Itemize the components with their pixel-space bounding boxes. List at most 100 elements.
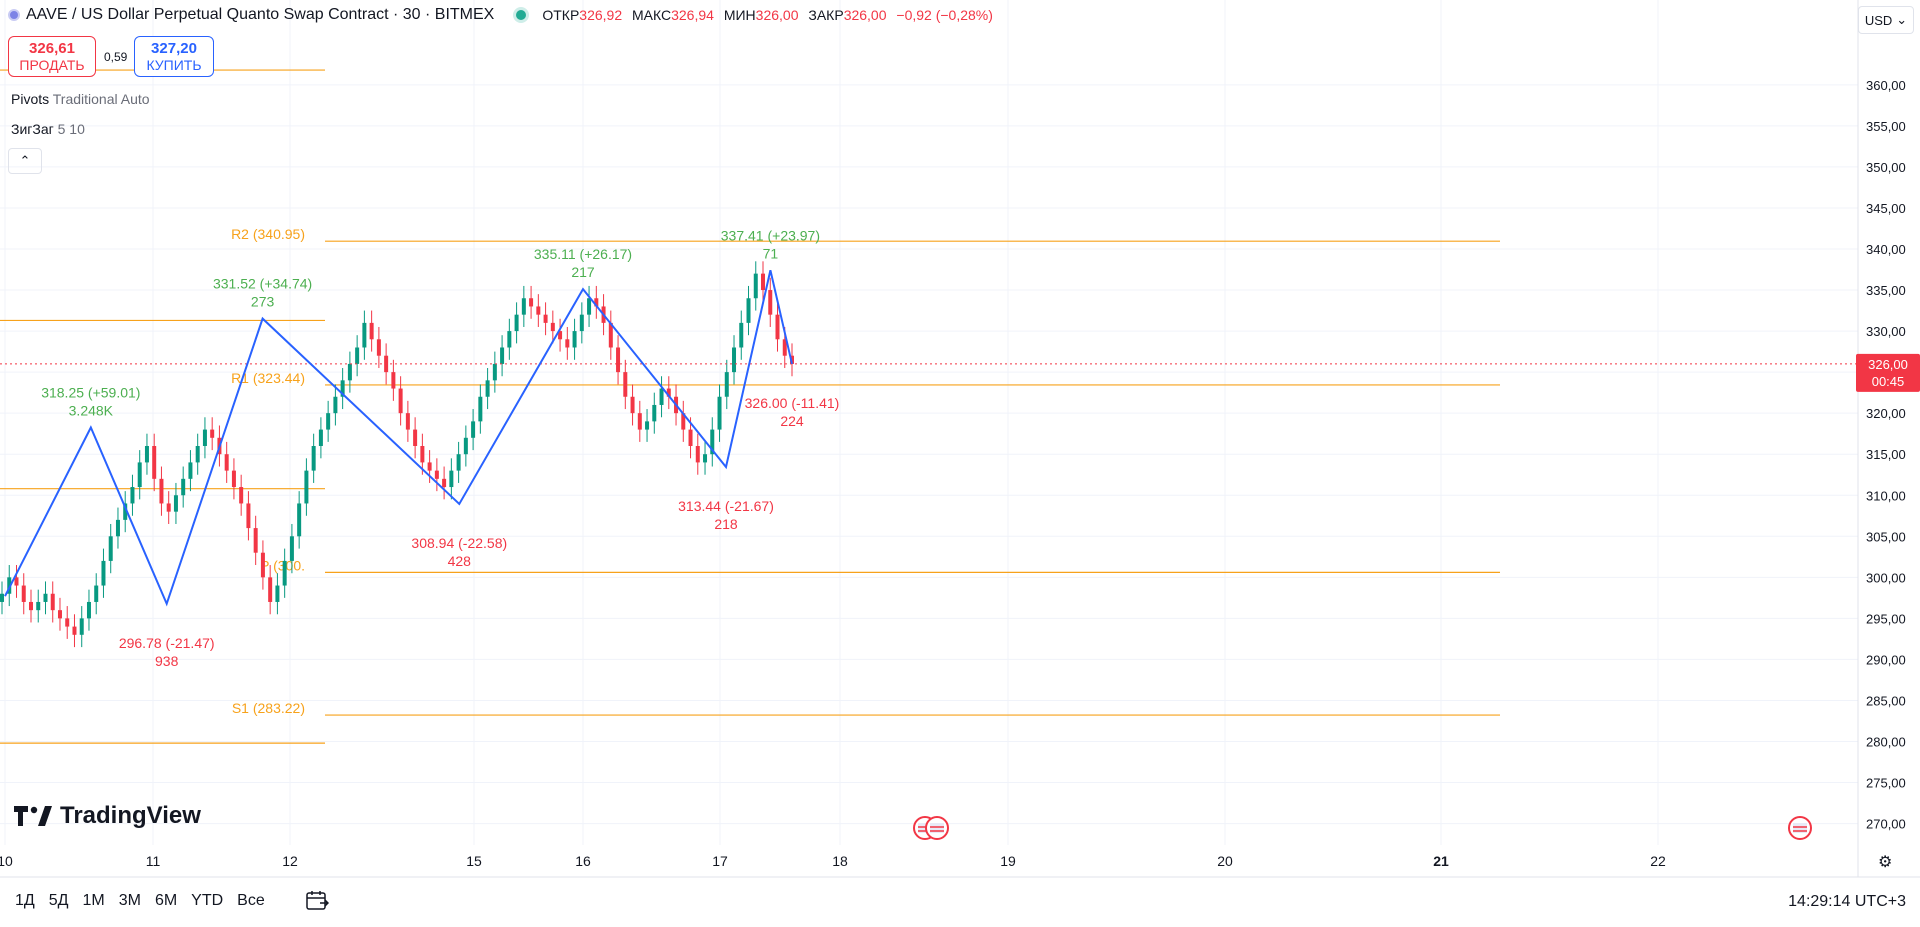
zigzag-volume-label: 71 [763, 245, 779, 261]
candle-body [202, 429, 207, 446]
candle-body [289, 536, 294, 561]
candle-body [543, 314, 548, 323]
candle-body [659, 388, 664, 405]
period-button-5[interactable]: YTD [191, 892, 224, 909]
symbol-title[interactable]: AAVE / US Dollar Perpetual Quanto Swap C… [26, 6, 495, 23]
candle-body [587, 298, 592, 315]
period-button-2[interactable]: 1М [82, 892, 105, 909]
grid [0, 0, 1858, 845]
clock-timezone[interactable]: 14:29:14 UTC+3 [1788, 893, 1906, 910]
market-status-icon[interactable] [516, 10, 527, 20]
zigzag-pivot-label: 296.78 (-21.47) [119, 635, 215, 651]
period-button-0[interactable]: 1Д [15, 892, 35, 909]
period-button-6[interactable]: Все [237, 892, 265, 909]
indicator-zigzag-name: ЗигЗаг [11, 121, 54, 137]
candle-body [369, 322, 374, 340]
indicator-zigzag[interactable]: ЗигЗаг 5 10 [11, 121, 85, 137]
candle-body [224, 454, 229, 471]
y-tick-label: 320,00 [1866, 406, 1906, 421]
candle-body [173, 495, 178, 512]
y-tick-label: 285,00 [1866, 693, 1906, 708]
candle-body [514, 314, 519, 332]
candle-body [304, 470, 309, 504]
period-button-1[interactable]: 5Д [48, 892, 69, 909]
tradingview-logo[interactable]: TradingView [14, 802, 201, 830]
x-tick-label: 16 [575, 853, 591, 869]
candle-body [449, 470, 454, 488]
period-selector: 1Д 5Д 1М 3М 6М YTD Все [10, 889, 270, 913]
candle-body [376, 339, 381, 356]
flag-icon [1793, 823, 1807, 833]
candle-body [268, 577, 273, 602]
candle-body [123, 503, 128, 520]
x-tick-label: 18 [832, 853, 848, 869]
candle-body [0, 593, 4, 602]
x-tick-label: 20 [1217, 853, 1233, 869]
bottom-toolbar: 1Д 5Д 1М 3М 6М YTD Все 14:29:14 UTC+3 [0, 877, 1920, 927]
candle-body [159, 478, 164, 504]
candle-body [36, 601, 41, 611]
candle-body [28, 601, 33, 611]
zigzag-volume-label: 428 [448, 553, 472, 569]
candle-body [471, 421, 476, 438]
candle-body [536, 306, 541, 315]
price-axis: 270,00 275,00 280,00 285,00 290,00 295,00 300,… [1856, 0, 1920, 877]
ohlc-low-value: 326,00 [755, 7, 799, 23]
calendar-range-icon[interactable] [305, 889, 329, 913]
y-tick-label: 280,00 [1866, 735, 1906, 750]
x-tick-label: 19 [1000, 853, 1016, 869]
y-tick-label: 275,00 [1866, 776, 1906, 791]
y-tick-label: 310,00 [1866, 488, 1906, 503]
candle-body [398, 388, 403, 414]
candle-body [427, 462, 432, 471]
candle-body [79, 618, 84, 635]
pivot-label: R1 (323.44) [231, 370, 305, 386]
buy-label: КУПИТЬ [146, 56, 202, 73]
candle-body [94, 585, 99, 602]
candle-body [239, 487, 244, 504]
settings-icon[interactable]: ⚙ [1878, 854, 1893, 871]
candle-body [355, 347, 360, 364]
candle-body [210, 429, 215, 438]
zigzag-line [4, 270, 793, 607]
candle-body [594, 298, 599, 307]
ohlc-high-value: 326,94 [671, 7, 714, 23]
y-tick-label: 295,00 [1866, 611, 1906, 626]
candle-body [579, 314, 584, 332]
ohlc-high-label: МАКС [632, 7, 672, 23]
collapse-indicators-button[interactable]: ⌃ [8, 148, 42, 174]
period-button-3[interactable]: 3М [118, 892, 141, 909]
ohlc-open-label: ОТКР [542, 7, 580, 23]
y-tick-label: 350,00 [1866, 160, 1906, 175]
zigzag-volume-label: 218 [714, 516, 738, 532]
pivot-lines: R2 (340.95) R1 (323.44) P (300. S1 (283.22) [231, 226, 1500, 716]
candle-body [724, 372, 729, 397]
currency-selector[interactable]: USD ⌄ [1858, 6, 1914, 34]
zigzag-pivot-label: 313.44 (-21.67) [678, 498, 774, 514]
candle-body [144, 446, 149, 463]
buy-button[interactable]: 327,20 КУПИТЬ [134, 36, 214, 77]
candle-body [717, 396, 722, 430]
sell-button[interactable]: 326,61 ПРОДАТЬ [8, 36, 96, 77]
candle-body [565, 339, 570, 348]
zigzag-volume-label: 273 [251, 294, 275, 310]
last-price-value: 326,00 [1868, 357, 1908, 372]
x-tick-label: 12 [282, 853, 298, 869]
candle-body [463, 437, 468, 455]
chevron-down-icon: ⌄ [1896, 12, 1908, 27]
y-tick-label: 335,00 [1866, 283, 1906, 298]
period-button-4[interactable]: 6М [154, 892, 178, 909]
candle-body [362, 322, 367, 348]
candle-body [311, 446, 316, 471]
candle-body [108, 536, 113, 561]
indicator-pivots[interactable]: Pivots Traditional Auto [11, 91, 150, 107]
zigzag-labels: 318.25 (+59.01) 3.248K 296.78 (-21.47) 938 3… [41, 227, 839, 669]
candle-body [405, 413, 410, 430]
tradingview-logo-icon [14, 806, 52, 826]
brand-name: TradingView [60, 802, 201, 829]
candle-body [275, 585, 280, 602]
candle-body [130, 487, 135, 504]
candle-body [21, 585, 26, 602]
candle-body [297, 503, 302, 537]
